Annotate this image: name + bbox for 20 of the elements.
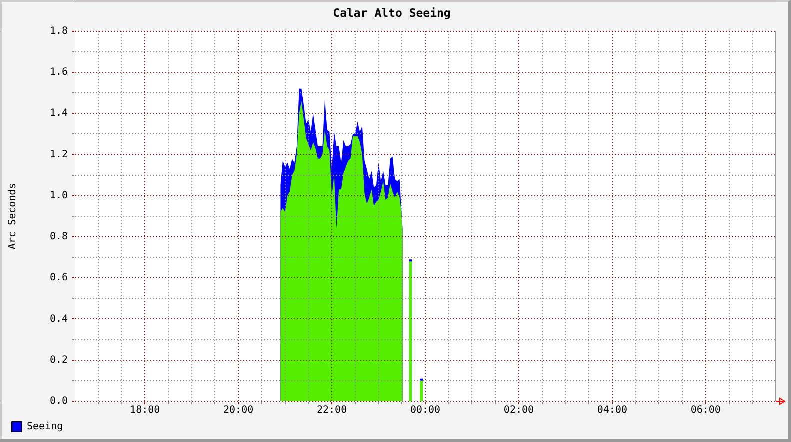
legend-label: Seeing [27,422,64,433]
chart-title: Calar Alto Seeing [333,6,451,20]
y-tick-label: 1.4 [50,108,68,120]
x-tick-label: 04:00 [597,405,628,416]
y-tick-label: 0.2 [50,354,68,366]
y-tick-label: 1.0 [50,190,68,202]
x-tick-label: 20:00 [224,405,254,416]
x-tick-label: 06:00 [690,405,721,416]
x-tick-label: 00:00 [410,405,441,416]
y-tick-label: 1.6 [50,67,68,78]
x-tick-label: 02:00 [504,405,534,416]
y-tick-label: 0.0 [50,396,68,408]
y-tick-label: 1.8 [50,26,68,37]
y-tick-label: 0.6 [50,272,68,284]
y-tick-label: 0.8 [50,232,68,243]
y-tick-label: 0.4 [50,314,68,325]
x-tick-label: 18:00 [130,405,160,416]
x-tick-label: 22:00 [316,405,348,416]
y-tick-label: 1.2 [50,149,68,160]
y-axis-title: Arc Seconds [8,183,19,250]
